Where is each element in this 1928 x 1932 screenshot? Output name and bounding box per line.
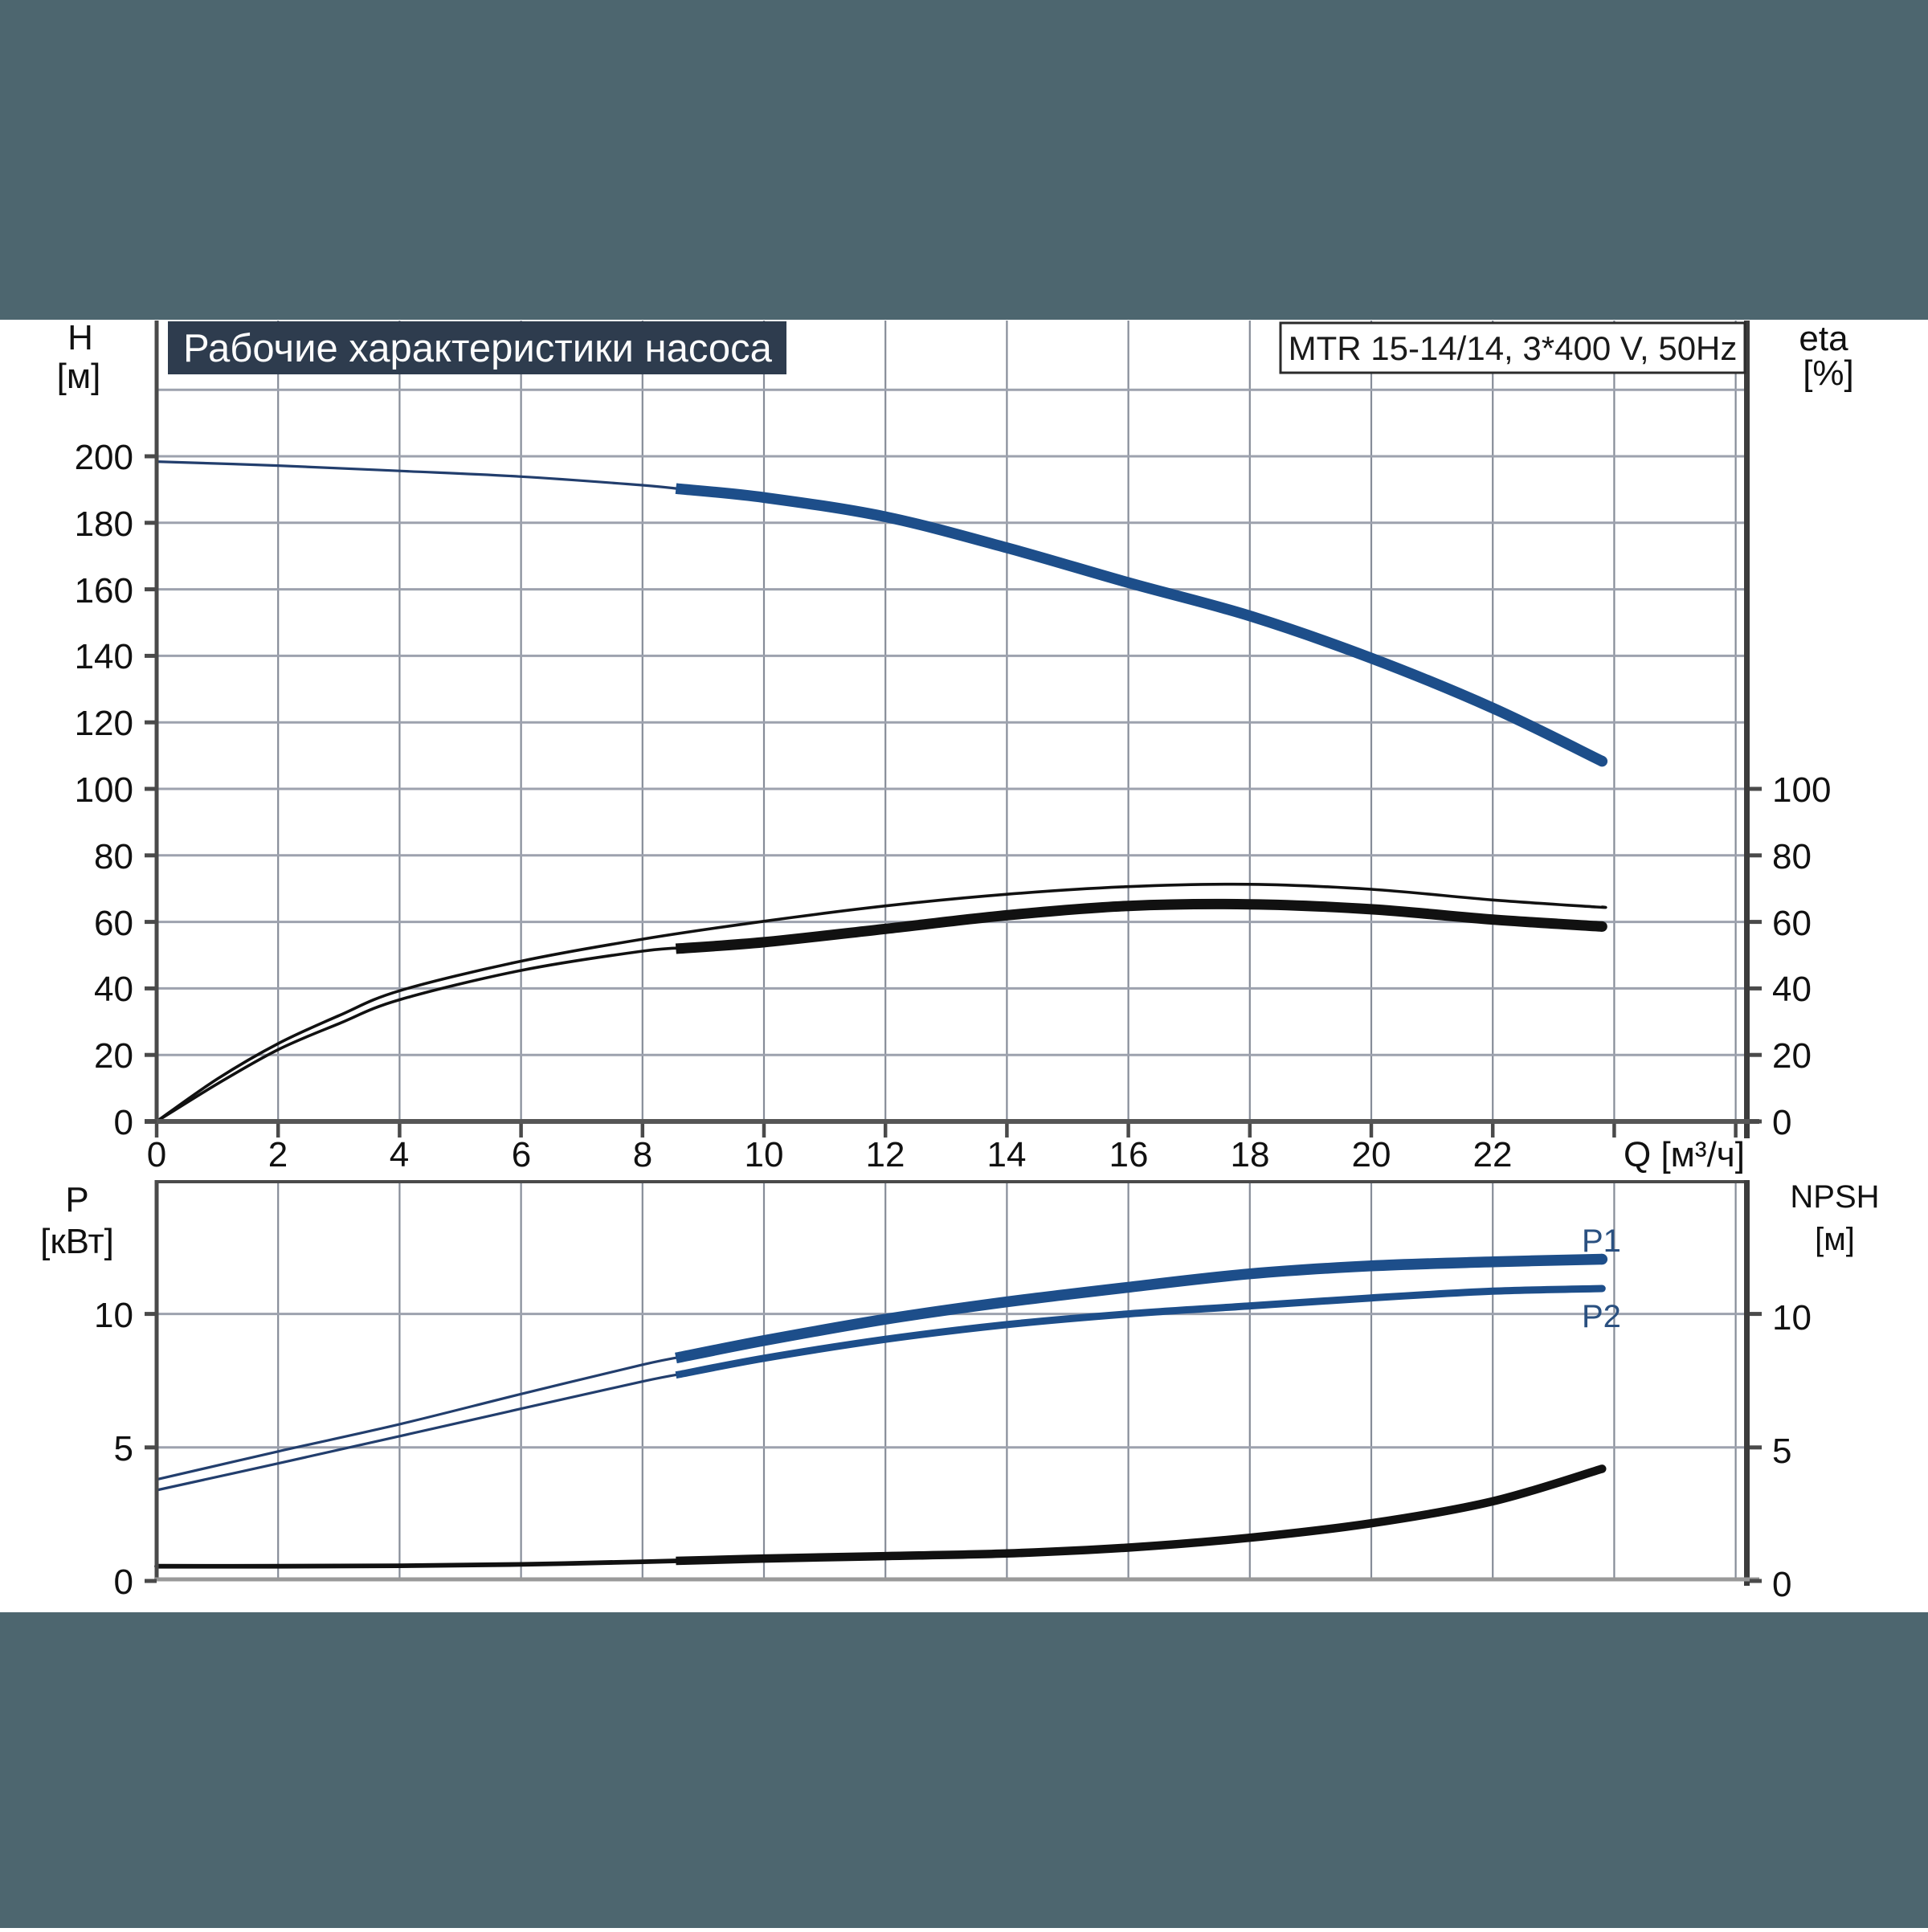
svg-text:20: 20 [94,1036,133,1076]
svg-text:22: 22 [1473,1135,1513,1174]
svg-text:80: 80 [1772,837,1812,876]
svg-text:180: 180 [75,504,133,544]
svg-text:[м]: [м] [57,357,101,396]
svg-text:0: 0 [1772,1565,1791,1604]
svg-text:80: 80 [94,837,133,876]
svg-text:[м]: [м] [1815,1222,1855,1257]
svg-text:40: 40 [94,970,133,1009]
svg-text:200: 200 [75,438,133,477]
svg-text:P: P [65,1180,88,1219]
svg-text:6: 6 [512,1135,531,1174]
svg-text:20: 20 [1352,1135,1391,1174]
svg-text:P2: P2 [1582,1299,1621,1334]
svg-text:16: 16 [1109,1135,1149,1174]
svg-text:120: 120 [75,704,133,743]
svg-text:Q [м³/ч]: Q [м³/ч] [1624,1135,1745,1174]
svg-text:eta: eta [1799,319,1848,358]
svg-text:8: 8 [633,1135,652,1174]
svg-text:20: 20 [1772,1036,1812,1076]
svg-text:60: 60 [1772,904,1812,943]
svg-text:140: 140 [75,637,133,676]
svg-text:14: 14 [987,1135,1027,1174]
svg-text:Рабочие характеристики насоса: Рабочие характеристики насоса [183,327,773,370]
svg-text:10: 10 [94,1296,133,1335]
svg-text:5: 5 [114,1429,133,1468]
svg-text:60: 60 [94,904,133,943]
svg-text:40: 40 [1772,970,1812,1009]
svg-text:P1: P1 [1582,1223,1621,1259]
svg-text:4: 4 [390,1135,409,1174]
svg-text:[%]: [%] [1803,353,1854,393]
svg-text:[кВт]: [кВт] [40,1222,114,1261]
svg-text:10: 10 [745,1135,784,1174]
svg-text:160: 160 [75,571,133,611]
svg-text:0: 0 [114,1103,133,1142]
svg-text:12: 12 [866,1135,905,1174]
svg-text:100: 100 [1772,770,1831,810]
svg-text:0: 0 [114,1562,133,1602]
svg-text:18: 18 [1231,1135,1270,1174]
svg-text:10: 10 [1772,1298,1812,1338]
svg-text:H: H [67,318,93,357]
svg-text:0: 0 [1772,1103,1791,1142]
svg-text:2: 2 [268,1135,288,1174]
svg-text:100: 100 [75,770,133,810]
svg-text:NPSH: NPSH [1790,1179,1879,1215]
svg-text:5: 5 [1772,1432,1791,1471]
svg-text:MTR 15-14/14, 3*400 V, 50Hz: MTR 15-14/14, 3*400 V, 50Hz [1289,329,1738,367]
svg-text:0: 0 [147,1135,166,1174]
